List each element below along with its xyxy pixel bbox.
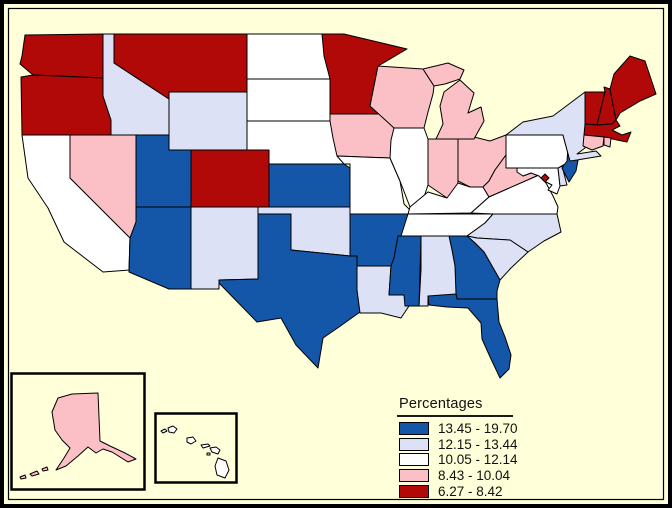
state-sd xyxy=(246,78,331,122)
state-ri xyxy=(603,136,612,148)
inner-frame-border xyxy=(7,7,665,501)
legend-swatch xyxy=(399,422,429,436)
legend-row: 8.43 - 10.04 xyxy=(399,468,554,484)
legend-row: 10.05 - 12.14 xyxy=(399,452,554,468)
state-ks xyxy=(268,163,351,208)
legend-label: 12.15 - 13.44 xyxy=(438,436,518,452)
states-layer xyxy=(19,33,657,379)
legend-row: 6.27 - 8.42 xyxy=(399,483,554,499)
map-legend: Percentages 13.45 - 19.70 12.15 - 13.44 10… xyxy=(394,396,554,499)
state-nm xyxy=(190,206,259,290)
legend-label: 6.27 - 8.42 xyxy=(438,483,503,499)
legend-rule xyxy=(397,415,513,417)
legend-label: 10.05 - 12.14 xyxy=(438,452,518,468)
legend-title: Percentages xyxy=(399,396,483,412)
state-pa xyxy=(505,134,571,169)
state-ak xyxy=(19,392,137,480)
state-ct xyxy=(582,134,605,151)
legend-swatch xyxy=(399,469,429,483)
state-ny xyxy=(505,91,602,162)
legend-swatch xyxy=(399,437,429,451)
state-ms xyxy=(388,235,422,307)
inset-states-layer xyxy=(19,392,230,480)
state-hi xyxy=(160,425,230,479)
legend-swatch xyxy=(399,484,429,498)
state-me xyxy=(609,55,657,121)
legend-label: 13.45 - 19.70 xyxy=(438,421,518,437)
state-tx xyxy=(218,213,361,369)
state-dc xyxy=(540,173,550,183)
legend-rows: 13.45 - 19.70 12.15 - 13.44 10.05 - 12.14 8… xyxy=(399,421,554,499)
state-wy xyxy=(168,91,248,151)
state-wa xyxy=(19,33,104,79)
legend-row: 12.15 - 13.44 xyxy=(399,437,554,453)
legend-label: 8.43 - 10.04 xyxy=(438,468,511,484)
state-nd xyxy=(246,33,331,80)
state-fl xyxy=(427,293,512,379)
state-or xyxy=(20,74,112,136)
legend-row: 13.45 - 19.70 xyxy=(399,421,554,437)
legend-swatch xyxy=(399,453,429,467)
state-co xyxy=(190,149,270,208)
state-mi xyxy=(422,62,485,140)
